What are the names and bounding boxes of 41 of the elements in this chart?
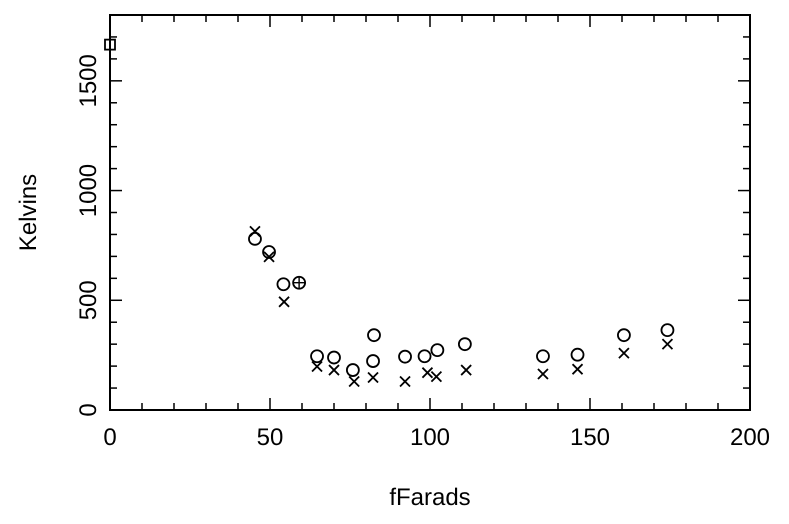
point [430, 370, 442, 383]
x-tick-label: 100 [410, 424, 450, 451]
point [346, 363, 360, 377]
point [537, 368, 549, 380]
point [311, 360, 323, 372]
point [104, 38, 116, 51]
x-tick-label: 150 [570, 424, 610, 451]
point [310, 349, 324, 364]
point [262, 245, 276, 259]
x-tick-label: 200 [730, 424, 770, 451]
y-axis-title: Kelvins [15, 174, 42, 252]
point [327, 350, 341, 364]
y-tick-label: 1500 [75, 54, 102, 108]
point [348, 376, 360, 388]
point [430, 343, 444, 357]
y-tick-label: 1000 [75, 164, 102, 218]
point [536, 349, 550, 364]
point [458, 337, 472, 352]
point [263, 250, 275, 263]
point [572, 363, 584, 376]
point [418, 349, 432, 364]
y-tick-label: 500 [75, 280, 102, 320]
point [460, 364, 472, 376]
point [328, 364, 340, 376]
x-tick-label: 50 [256, 424, 284, 451]
point [399, 376, 411, 388]
point [660, 323, 674, 338]
point [367, 328, 381, 342]
point [278, 296, 290, 308]
point [398, 350, 412, 364]
point [366, 354, 380, 368]
point [570, 348, 584, 362]
x-axis-title: fFarads [389, 484, 471, 511]
point [617, 328, 631, 342]
point [276, 277, 290, 292]
point [367, 372, 379, 384]
point [248, 232, 262, 246]
point [662, 338, 674, 350]
y-tick-label: 0 [75, 403, 102, 417]
point [618, 347, 630, 360]
point [422, 366, 434, 379]
